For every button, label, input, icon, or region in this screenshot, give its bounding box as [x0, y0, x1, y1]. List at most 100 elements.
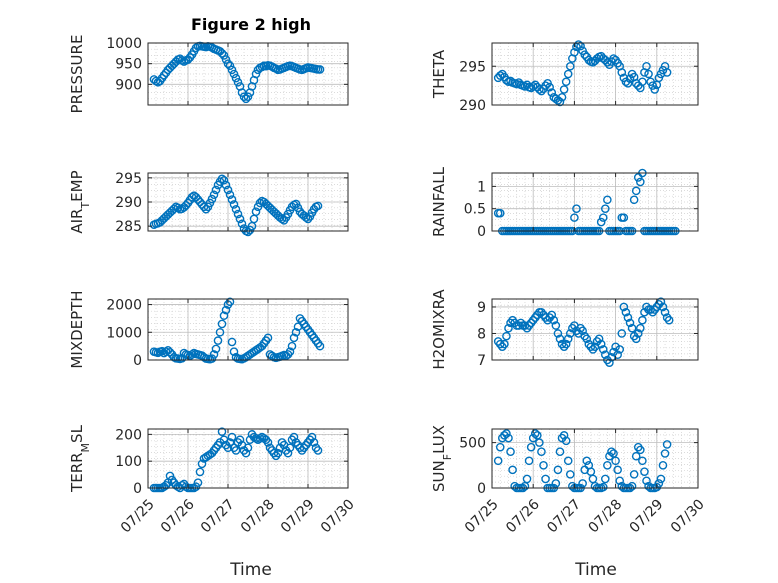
data-point [273, 448, 283, 458]
data-point [197, 459, 207, 469]
data-point [313, 201, 323, 211]
data-point [545, 82, 554, 92]
data-point [225, 297, 235, 307]
y-axis-label: THETA [430, 49, 448, 99]
data-point [570, 48, 579, 57]
data-point [508, 465, 517, 475]
y-axis-label: RAINFALL [430, 166, 448, 237]
subplot-h2omixra: 7 8 9 H2OMIXRA [430, 289, 699, 370]
data-point [199, 202, 209, 212]
axes-box [491, 428, 699, 489]
data-point [217, 49, 227, 58]
y-tick-label: 285 [115, 219, 142, 235]
data-point [629, 470, 639, 479]
data-point [504, 323, 513, 333]
figure-title: Figure 2 high [191, 15, 311, 34]
data-point [207, 354, 217, 363]
data-point [553, 329, 563, 338]
subplot-rainfall: 0 0.5 1 RAINFALL [430, 166, 699, 240]
y-axis-label: TERRMSL [68, 424, 92, 493]
data-point [237, 88, 247, 97]
data-point [592, 54, 602, 63]
data-point [551, 321, 561, 330]
data-point [615, 345, 625, 354]
data-point [217, 174, 227, 184]
data-point [263, 333, 273, 343]
data-point [251, 434, 261, 443]
data-point [636, 323, 645, 333]
data-point [584, 55, 594, 65]
data-point [217, 319, 227, 329]
data-point [636, 177, 645, 187]
data-point [229, 200, 239, 209]
data-point [574, 40, 583, 49]
axes-box [491, 298, 699, 361]
data-point [611, 456, 620, 466]
data-point [625, 318, 635, 328]
data-point [207, 194, 217, 204]
data-point [561, 77, 571, 87]
data-point [495, 71, 505, 80]
data-point [549, 315, 559, 325]
data-point [654, 479, 664, 488]
data-point [229, 347, 239, 356]
data-point [607, 447, 616, 456]
data-point [621, 307, 631, 317]
data-point [563, 456, 573, 466]
y-tick-label: 290 [459, 98, 486, 114]
data-point [219, 311, 229, 320]
data-point [241, 448, 251, 458]
data-point [209, 350, 219, 359]
data-point [537, 447, 546, 456]
data-point [217, 427, 227, 436]
data-point [502, 331, 511, 341]
data-point [215, 327, 225, 337]
y-tick-label: 295 [115, 171, 142, 187]
data-point [619, 213, 629, 222]
y-tick-label: 0 [133, 353, 142, 369]
data-point [658, 302, 668, 312]
data-point [559, 431, 569, 440]
y-tick-label: 0.5 [464, 202, 486, 218]
data-point [539, 461, 548, 470]
data-point [555, 334, 565, 344]
data-point [283, 448, 293, 458]
data-point [181, 201, 191, 210]
data-point [650, 85, 660, 94]
y-axis-label: H2OMIXRA [430, 289, 448, 370]
data-point [594, 334, 604, 344]
data-point [223, 185, 233, 195]
data-point [642, 61, 651, 71]
y-tick-label: 1000 [106, 325, 142, 341]
data-point [291, 327, 301, 337]
data-point [563, 69, 573, 79]
data-point [658, 461, 668, 470]
data-point [227, 195, 237, 204]
y-tick-label: 0 [477, 481, 486, 497]
data-point [656, 297, 666, 306]
y-tick-label: 950 [115, 57, 142, 73]
data-point [557, 92, 567, 102]
data-point [157, 346, 167, 356]
data-point [303, 214, 313, 224]
y-axis-label: SUNFLUX [430, 425, 454, 492]
subplot-mixdepth: 0 1000 2000 MIXDEPTH [68, 290, 349, 369]
data-point [301, 213, 311, 222]
data-point [241, 94, 251, 104]
data-point [235, 435, 245, 445]
data-point [495, 208, 505, 218]
data-point [251, 69, 261, 79]
data-point [223, 443, 233, 453]
data-point [603, 58, 612, 67]
axes-box [147, 42, 349, 106]
data-point [660, 307, 670, 317]
data-point [287, 341, 297, 351]
data-point [315, 341, 325, 351]
data-point [642, 476, 651, 486]
data-point [233, 209, 243, 219]
data-point [559, 85, 569, 94]
data-point [582, 334, 592, 344]
data-point [662, 440, 672, 449]
data-point [619, 302, 629, 312]
ylabel-subscript: M [79, 443, 92, 453]
